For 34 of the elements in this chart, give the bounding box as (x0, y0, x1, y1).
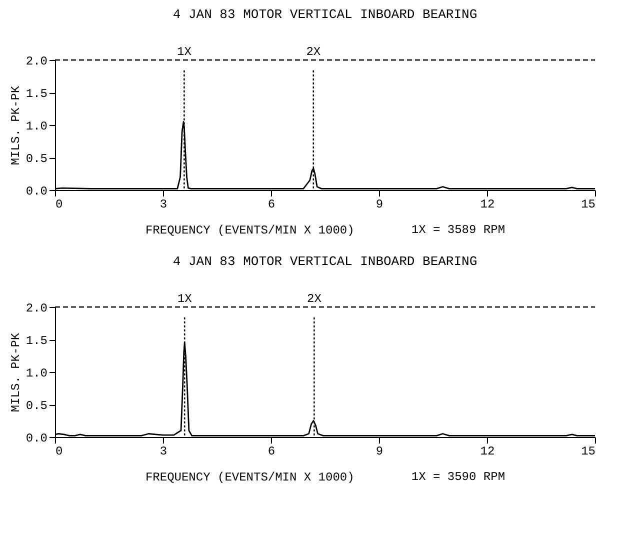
ref-line-label: 1X (177, 45, 192, 59)
y-tick-label: 0.0 (26, 184, 48, 198)
x-tick-label: 3 (160, 444, 168, 458)
x-tick-label: 9 (376, 198, 384, 212)
x-tick-label: 6 (268, 444, 276, 458)
y-tick-label: 0.0 (26, 432, 48, 446)
y-tick-label: 0.5 (26, 399, 48, 413)
text: 1X = 3589 RPM (411, 223, 506, 237)
y-axis-title: MILS. PK-PK (8, 332, 23, 412)
ref-line-label: 2X (306, 292, 322, 306)
x-axis-title: FREQUENCY (EVENTS/MIN X 1000) (145, 470, 354, 484)
y-tick-label: 2.0 (26, 302, 48, 316)
chart-title: 4 JAN 83 MOTOR VERTICAL INBOARD BEARING (172, 254, 478, 269)
x-tick-label: 3 (160, 198, 168, 212)
ref-line-label: 2X (306, 45, 321, 59)
x-tick-label: 0 (56, 198, 63, 212)
x-tick-label: 0 (56, 444, 63, 458)
x-tick-label: 12 (480, 444, 495, 458)
x-tick-label: 6 (268, 198, 276, 212)
y-tick-label: 2.0 (26, 54, 48, 68)
x-axis-title: FREQUENCY (EVENTS/MIN X 1000) (145, 224, 354, 238)
ref-line-label: 1X (177, 292, 192, 306)
x-tick-label: 15 (581, 444, 596, 458)
chart-title: 4 JAN 83 MOTOR VERTICAL INBOARD BEARING (172, 7, 478, 22)
y-axis-title: MILS. PK-PK (8, 85, 23, 166)
text: 1X = 3590 RPM (411, 470, 506, 484)
y-tick-label: 1.0 (26, 120, 48, 134)
y-tick-label: 1.5 (26, 334, 48, 348)
y-tick-label: 0.5 (26, 152, 48, 166)
y-tick-label: 1.5 (26, 87, 48, 101)
x-tick-label: 9 (376, 444, 384, 458)
y-tick-label: 1.0 (26, 366, 48, 380)
x-tick-label: 15 (581, 198, 596, 212)
x-tick-label: 12 (480, 198, 495, 212)
